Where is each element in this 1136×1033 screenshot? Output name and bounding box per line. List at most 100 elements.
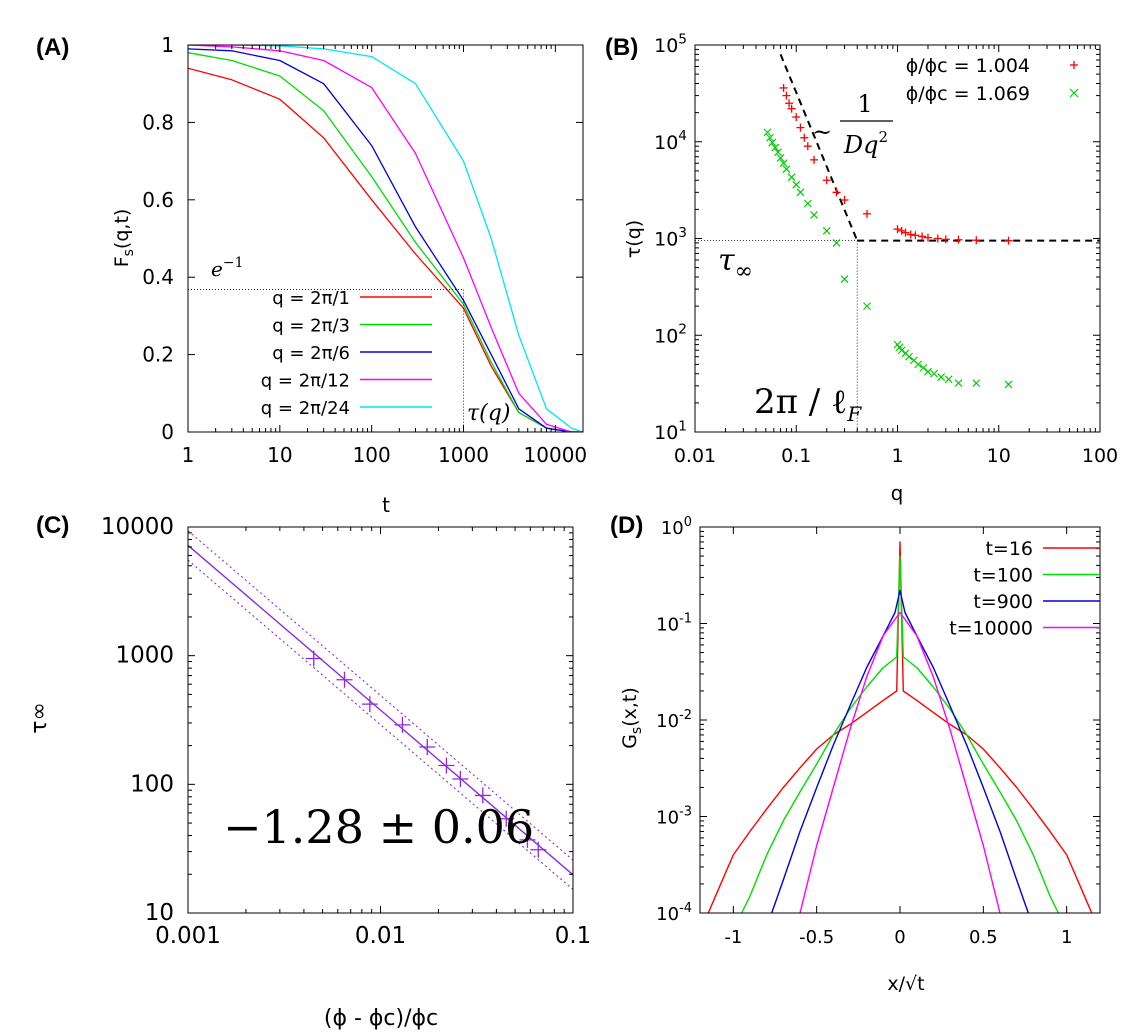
y-tick-label: 102	[654, 322, 687, 348]
series-line-t=10000	[799, 611, 1001, 913]
marker-stroke	[1004, 380, 1013, 389]
y-tick-label: 0.4	[142, 265, 174, 289]
series-line-t=16	[707, 541, 1093, 913]
data-point	[530, 841, 547, 858]
data-point	[474, 787, 491, 804]
x-tick-label: -1	[724, 927, 742, 948]
data-point-red	[822, 176, 831, 185]
marker-stroke	[774, 148, 782, 157]
panel-label-a: (A)	[36, 34, 70, 61]
marker-stroke	[937, 373, 946, 381]
data-point-green	[779, 159, 788, 168]
data-point-green	[792, 180, 801, 189]
marker-stroke	[796, 188, 805, 197]
x-tick-label: 1	[891, 445, 903, 467]
data-point-green	[914, 360, 923, 369]
series-line-q = 2π/6	[188, 48, 583, 432]
data-point-green	[832, 239, 841, 247]
series-line-t=100	[741, 555, 1059, 913]
x-tick-label: 0.5	[969, 927, 998, 948]
data-point-red	[918, 232, 927, 241]
panel-label-b: (B)	[605, 34, 639, 61]
data-point-red	[911, 231, 920, 240]
x-axis-title: t	[382, 493, 390, 517]
data-point-green	[782, 165, 791, 174]
marker-stroke	[914, 360, 923, 369]
data-point-red	[901, 228, 910, 237]
data-point-red	[906, 230, 915, 239]
legend-label: q = 2π/3	[272, 316, 350, 337]
series-line-t=900	[771, 589, 1029, 913]
data-point-green	[840, 275, 849, 284]
x-tick-label: 1	[182, 443, 195, 467]
data-point-red	[923, 233, 932, 242]
data-point-red	[810, 155, 819, 164]
legend-label: t=10000	[949, 618, 1033, 640]
tau-q-label: τ(q)	[467, 401, 510, 426]
marker-stroke	[787, 173, 796, 182]
tau-infinity-label: τ∞	[718, 243, 753, 284]
y-tick-label: 10-3	[656, 804, 692, 828]
data-point-red	[787, 104, 796, 113]
x-tick-label: 10	[267, 443, 292, 467]
data-point-green	[1004, 380, 1013, 389]
x-tick-label: 100	[353, 443, 391, 467]
x-tick-label: 0.001	[155, 923, 221, 949]
legend-label: q = 2π/12	[261, 371, 350, 392]
data-point-green	[796, 188, 805, 197]
legend-label: ϕ/ϕc = 1.069	[906, 83, 1030, 105]
marker-stroke	[822, 226, 831, 235]
y-tick-label: 101	[654, 418, 687, 444]
data-point-green	[924, 367, 932, 376]
marker-stroke	[782, 165, 791, 174]
x-tick-label: 0.1	[781, 445, 811, 467]
data-point-green	[771, 143, 780, 152]
data-point-green	[972, 379, 981, 388]
marker-stroke	[895, 343, 904, 352]
data-point-red	[782, 91, 791, 100]
x-axis-title: q	[891, 481, 904, 505]
x-tick-label: 100	[1082, 445, 1118, 467]
panel-label-c: (C)	[36, 512, 70, 539]
marker-stroke	[792, 180, 801, 189]
series-line-q = 2π/1	[188, 67, 583, 432]
data-point-red	[972, 236, 981, 245]
data-point	[305, 650, 322, 667]
data-point-red	[897, 226, 906, 235]
panel-a-chart: e−1 τ(q) 1 10 100 1000 10000 0 0.2 0.4 0.6 0.8 1 t Fs(…	[111, 33, 587, 517]
legend-label: ϕ/ϕc = 1.004	[906, 55, 1030, 77]
data-point-green	[787, 173, 796, 182]
data-point-green	[803, 199, 812, 208]
data-point-green	[766, 133, 774, 142]
legend: t=16 t=100 t=900 t=10000	[949, 538, 1100, 640]
y-tick-label: 100	[661, 515, 692, 539]
data-point	[419, 739, 436, 756]
data-point	[452, 771, 469, 788]
marker-stroke	[905, 352, 913, 361]
x-tick-label: 0.01	[355, 923, 406, 949]
legend-label: q = 2π/6	[272, 343, 350, 364]
x-tick-label: -0.5	[799, 927, 834, 948]
marker-stroke	[840, 275, 849, 284]
plot-frame-a	[187, 44, 584, 433]
diffusive-denominator: Dq2	[843, 128, 888, 159]
x-tick-label: 0	[894, 927, 905, 948]
marker-stroke	[771, 143, 780, 152]
panel-label-d: (D)	[610, 512, 644, 539]
x-tick-label: 10000	[524, 443, 588, 467]
legend: q = 2π/1 q = 2π/3 q = 2π/6 q = 2π/12 q = 2π/…	[261, 288, 432, 419]
legend-marker-red	[1070, 61, 1078, 69]
x-tick-label: 1000	[438, 443, 489, 467]
data-point	[498, 810, 515, 827]
data-point	[438, 757, 455, 774]
y-axis-title: τ∞	[27, 702, 52, 734]
plot-frame-c	[187, 526, 574, 914]
y-axis-title: Fs(q,t)	[111, 209, 137, 268]
data-point-green	[930, 369, 939, 378]
marker-stroke	[972, 379, 981, 388]
data-point-red	[863, 209, 872, 218]
data-point-green	[763, 128, 772, 137]
series-line-q = 2π/3	[188, 52, 583, 432]
marker-stroke	[779, 159, 788, 168]
panel-c-chart: 0.001 0.01 0.1 10 100 1000 10000 (ϕ - ϕc)/ϕc τ∞ −…	[27, 514, 591, 1031]
